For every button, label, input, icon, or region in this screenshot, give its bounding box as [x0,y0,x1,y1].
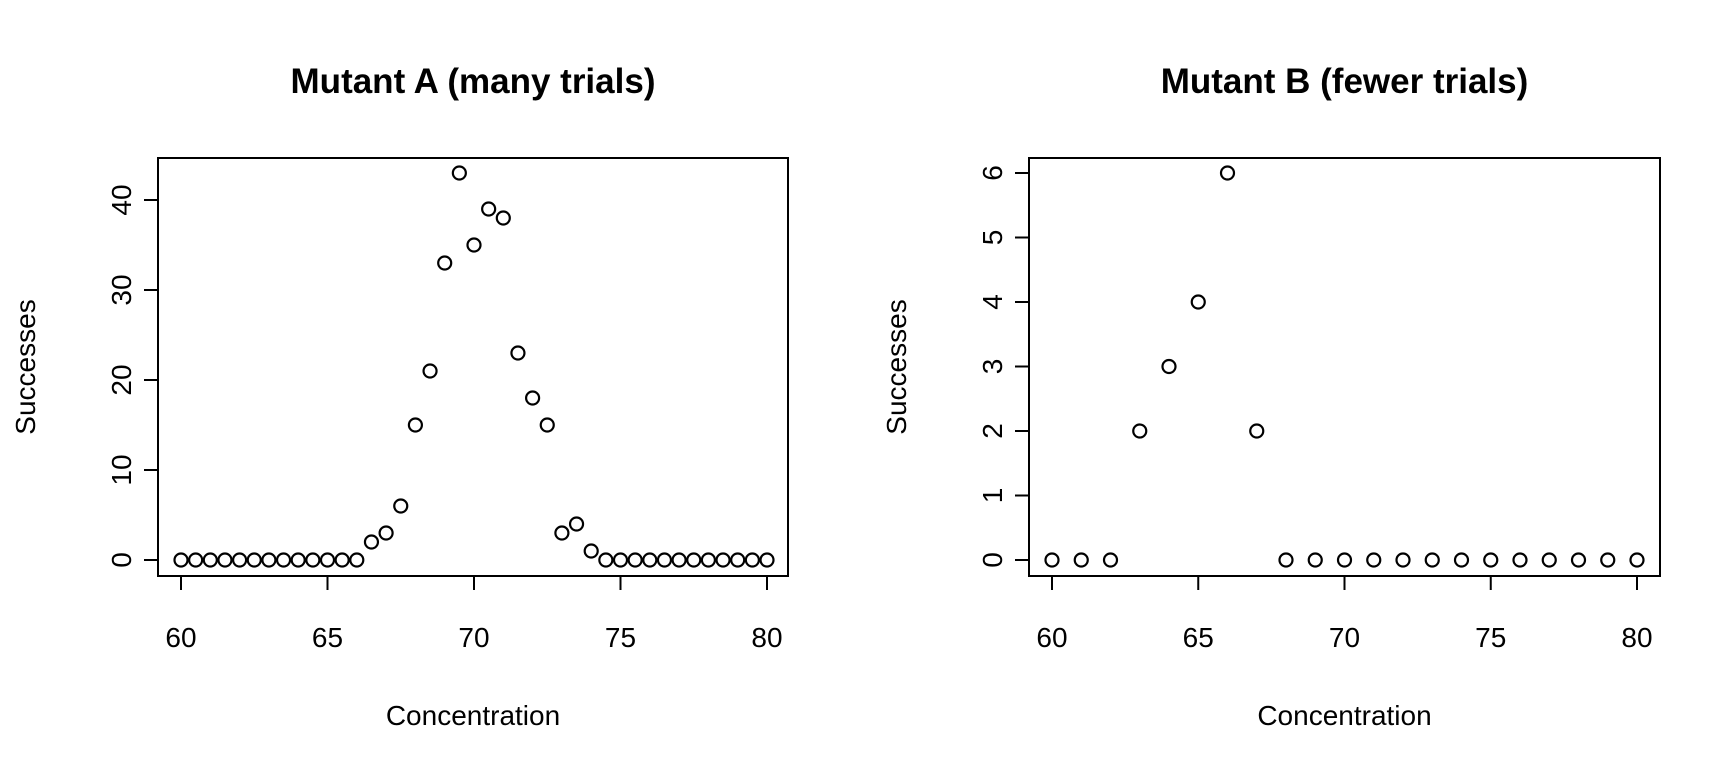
data-point [1483,552,1499,568]
y-tick-label: 2 [977,423,1008,439]
data-point [627,552,643,568]
data-point [202,552,218,568]
data-point [334,552,350,568]
x-tick-label: 80 [1621,622,1652,653]
data-point [232,552,248,568]
data-point [1336,552,1353,568]
data-point [481,201,497,217]
y-tick-label: 6 [977,165,1008,181]
data-point [363,534,380,550]
data-point [466,237,482,253]
data-point [1453,552,1470,568]
data-point [1395,552,1411,568]
data-point [730,552,746,568]
y-tick-label: 5 [977,230,1008,246]
panel-mutant-b: Mutant B (fewer trials) 60 65 70 75 80 0 1 2 3 4 5 6… [881,62,1661,731]
data-point [378,525,394,541]
data-point [1629,552,1645,568]
data-point [568,516,585,532]
y-tick-label: 20 [106,364,137,395]
x-tick-label: 65 [1183,622,1214,653]
data-point [612,552,629,568]
y-axis-label: Successes [10,299,41,434]
data-point [700,552,717,568]
data-point [451,165,467,181]
data-point [598,552,614,568]
data-point [1278,552,1294,568]
data-point [656,552,673,568]
data-point [642,552,658,568]
data-point [173,552,189,568]
data-point [1190,294,1206,310]
data-point [1366,552,1382,568]
x-tick-label: 75 [605,622,636,653]
data-point [1073,552,1089,568]
data-point [1424,552,1440,568]
data-point [583,543,599,559]
data-point [671,552,687,568]
x-axis-label: Concentration [386,700,560,731]
y-tick-label: 10 [106,454,137,485]
plot-frame [1028,157,1661,577]
y-tick-label: 0 [106,552,137,568]
data-point [1249,423,1265,439]
data-point [261,552,277,568]
data-point [188,552,204,568]
data-point [1600,552,1616,568]
data-point [554,525,570,541]
data-point [393,498,409,514]
data-point [1102,552,1119,568]
data-point [510,345,526,361]
y-tick-label: 1 [977,488,1008,504]
data-point [759,552,775,568]
y-tick-label: 30 [106,274,137,305]
data-point [349,552,365,568]
data-point [422,363,438,379]
y-axis-label: Successes [881,299,912,434]
data-point [217,552,233,568]
data-point [437,255,453,271]
data-point [305,552,321,568]
data-point [246,552,262,568]
y-tick-label: 0 [977,552,1008,568]
x-tick-label: 70 [1329,622,1360,653]
data-point [715,552,731,568]
data-point [524,390,541,406]
x-tick-label: 60 [1036,622,1067,653]
chart-title: Mutant B (fewer trials) [1161,62,1529,101]
data-point [1570,552,1587,568]
data-point [1044,552,1060,568]
data-point [495,210,511,226]
x-tick-label: 70 [458,622,489,653]
data-point [275,552,292,568]
data-point [686,552,702,568]
data-point [1307,552,1323,568]
data-point [290,552,306,568]
x-tick-label: 75 [1475,622,1506,653]
x-axis-label: Concentration [1257,700,1431,731]
data-point [1161,358,1177,375]
data-point [1132,423,1148,439]
data-point [744,552,760,568]
data-point [319,552,336,568]
x-tick-label: 80 [751,622,782,653]
data-point [1219,165,1236,181]
data-point [407,417,423,433]
data-point [1541,552,1557,568]
panel-mutant-a: Mutant A (many trials) 60 65 70 75 80 0 10 20 30 4… [10,62,789,731]
y-tick-label: 3 [977,359,1008,375]
x-tick-label: 60 [165,622,196,653]
data-point [539,417,555,433]
plot-frame [157,157,789,577]
chart-title: Mutant A (many trials) [291,62,656,101]
data-point [1512,552,1528,568]
x-tick-label: 65 [312,622,343,653]
y-tick-label: 40 [106,184,137,215]
y-tick-label: 4 [977,294,1008,310]
